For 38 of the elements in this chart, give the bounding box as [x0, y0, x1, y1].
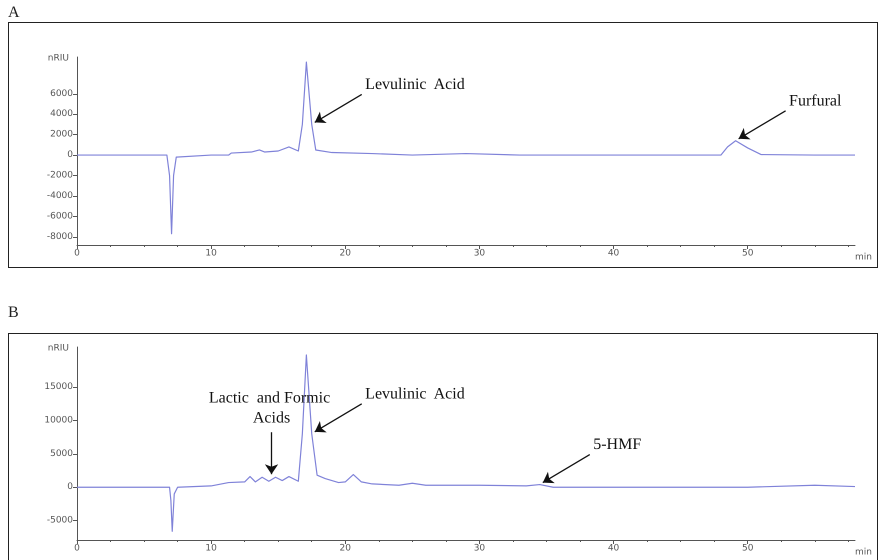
x-tick-label: 50	[742, 248, 754, 258]
chart-title: A	[8, 4, 20, 22]
x-tick-label: 0	[74, 248, 80, 258]
y-tick-label: 10000	[44, 415, 74, 426]
y-tick-label: 4000	[50, 109, 74, 120]
y-tick-label: 5000	[50, 448, 74, 459]
x-tick-label: 30	[474, 248, 486, 258]
annotation: Lactic and Formic Acids	[208, 390, 334, 427]
annotation: 5-HMF	[593, 436, 642, 454]
annotation: Levulinic Acid	[365, 76, 465, 93]
annotation: Furfural	[789, 92, 842, 110]
x-tick-label: 20	[340, 248, 352, 258]
line-series	[76, 354, 856, 532]
x-tick-label: 10	[205, 544, 218, 554]
y-tick-label: -6000	[46, 211, 74, 222]
y-tick-label: -8000	[46, 232, 74, 242]
x-tick-label: 20	[340, 544, 352, 554]
x-axis-title: min	[855, 252, 872, 262]
y-tick-label: -5000	[46, 516, 74, 526]
x-axis-title: min	[855, 548, 872, 558]
x-tick-label: 30	[474, 544, 486, 554]
annotation: Levulinic Acid	[365, 385, 465, 402]
y-tick-label: 15000	[44, 382, 74, 392]
x-tick-label: 40	[608, 544, 620, 554]
chart-title: B	[8, 304, 19, 322]
y-tick-label: 0	[67, 150, 74, 160]
x-tick-label: 40	[608, 248, 620, 258]
line-series	[76, 62, 856, 234]
y-tick-label: -2000	[46, 170, 74, 181]
y-axis-title: nRIU	[48, 344, 69, 354]
x-tick-label: 10	[205, 248, 218, 258]
y-tick-label: 2000	[50, 130, 74, 140]
y-tick-label: -4000	[46, 190, 74, 201]
x-tick-label: 0	[74, 544, 80, 554]
y-tick-label: 0	[67, 482, 74, 492]
y-tick-label: 6000	[50, 88, 74, 99]
y-axis-title: nRIU	[48, 54, 69, 64]
x-tick-label: 50	[742, 544, 754, 554]
